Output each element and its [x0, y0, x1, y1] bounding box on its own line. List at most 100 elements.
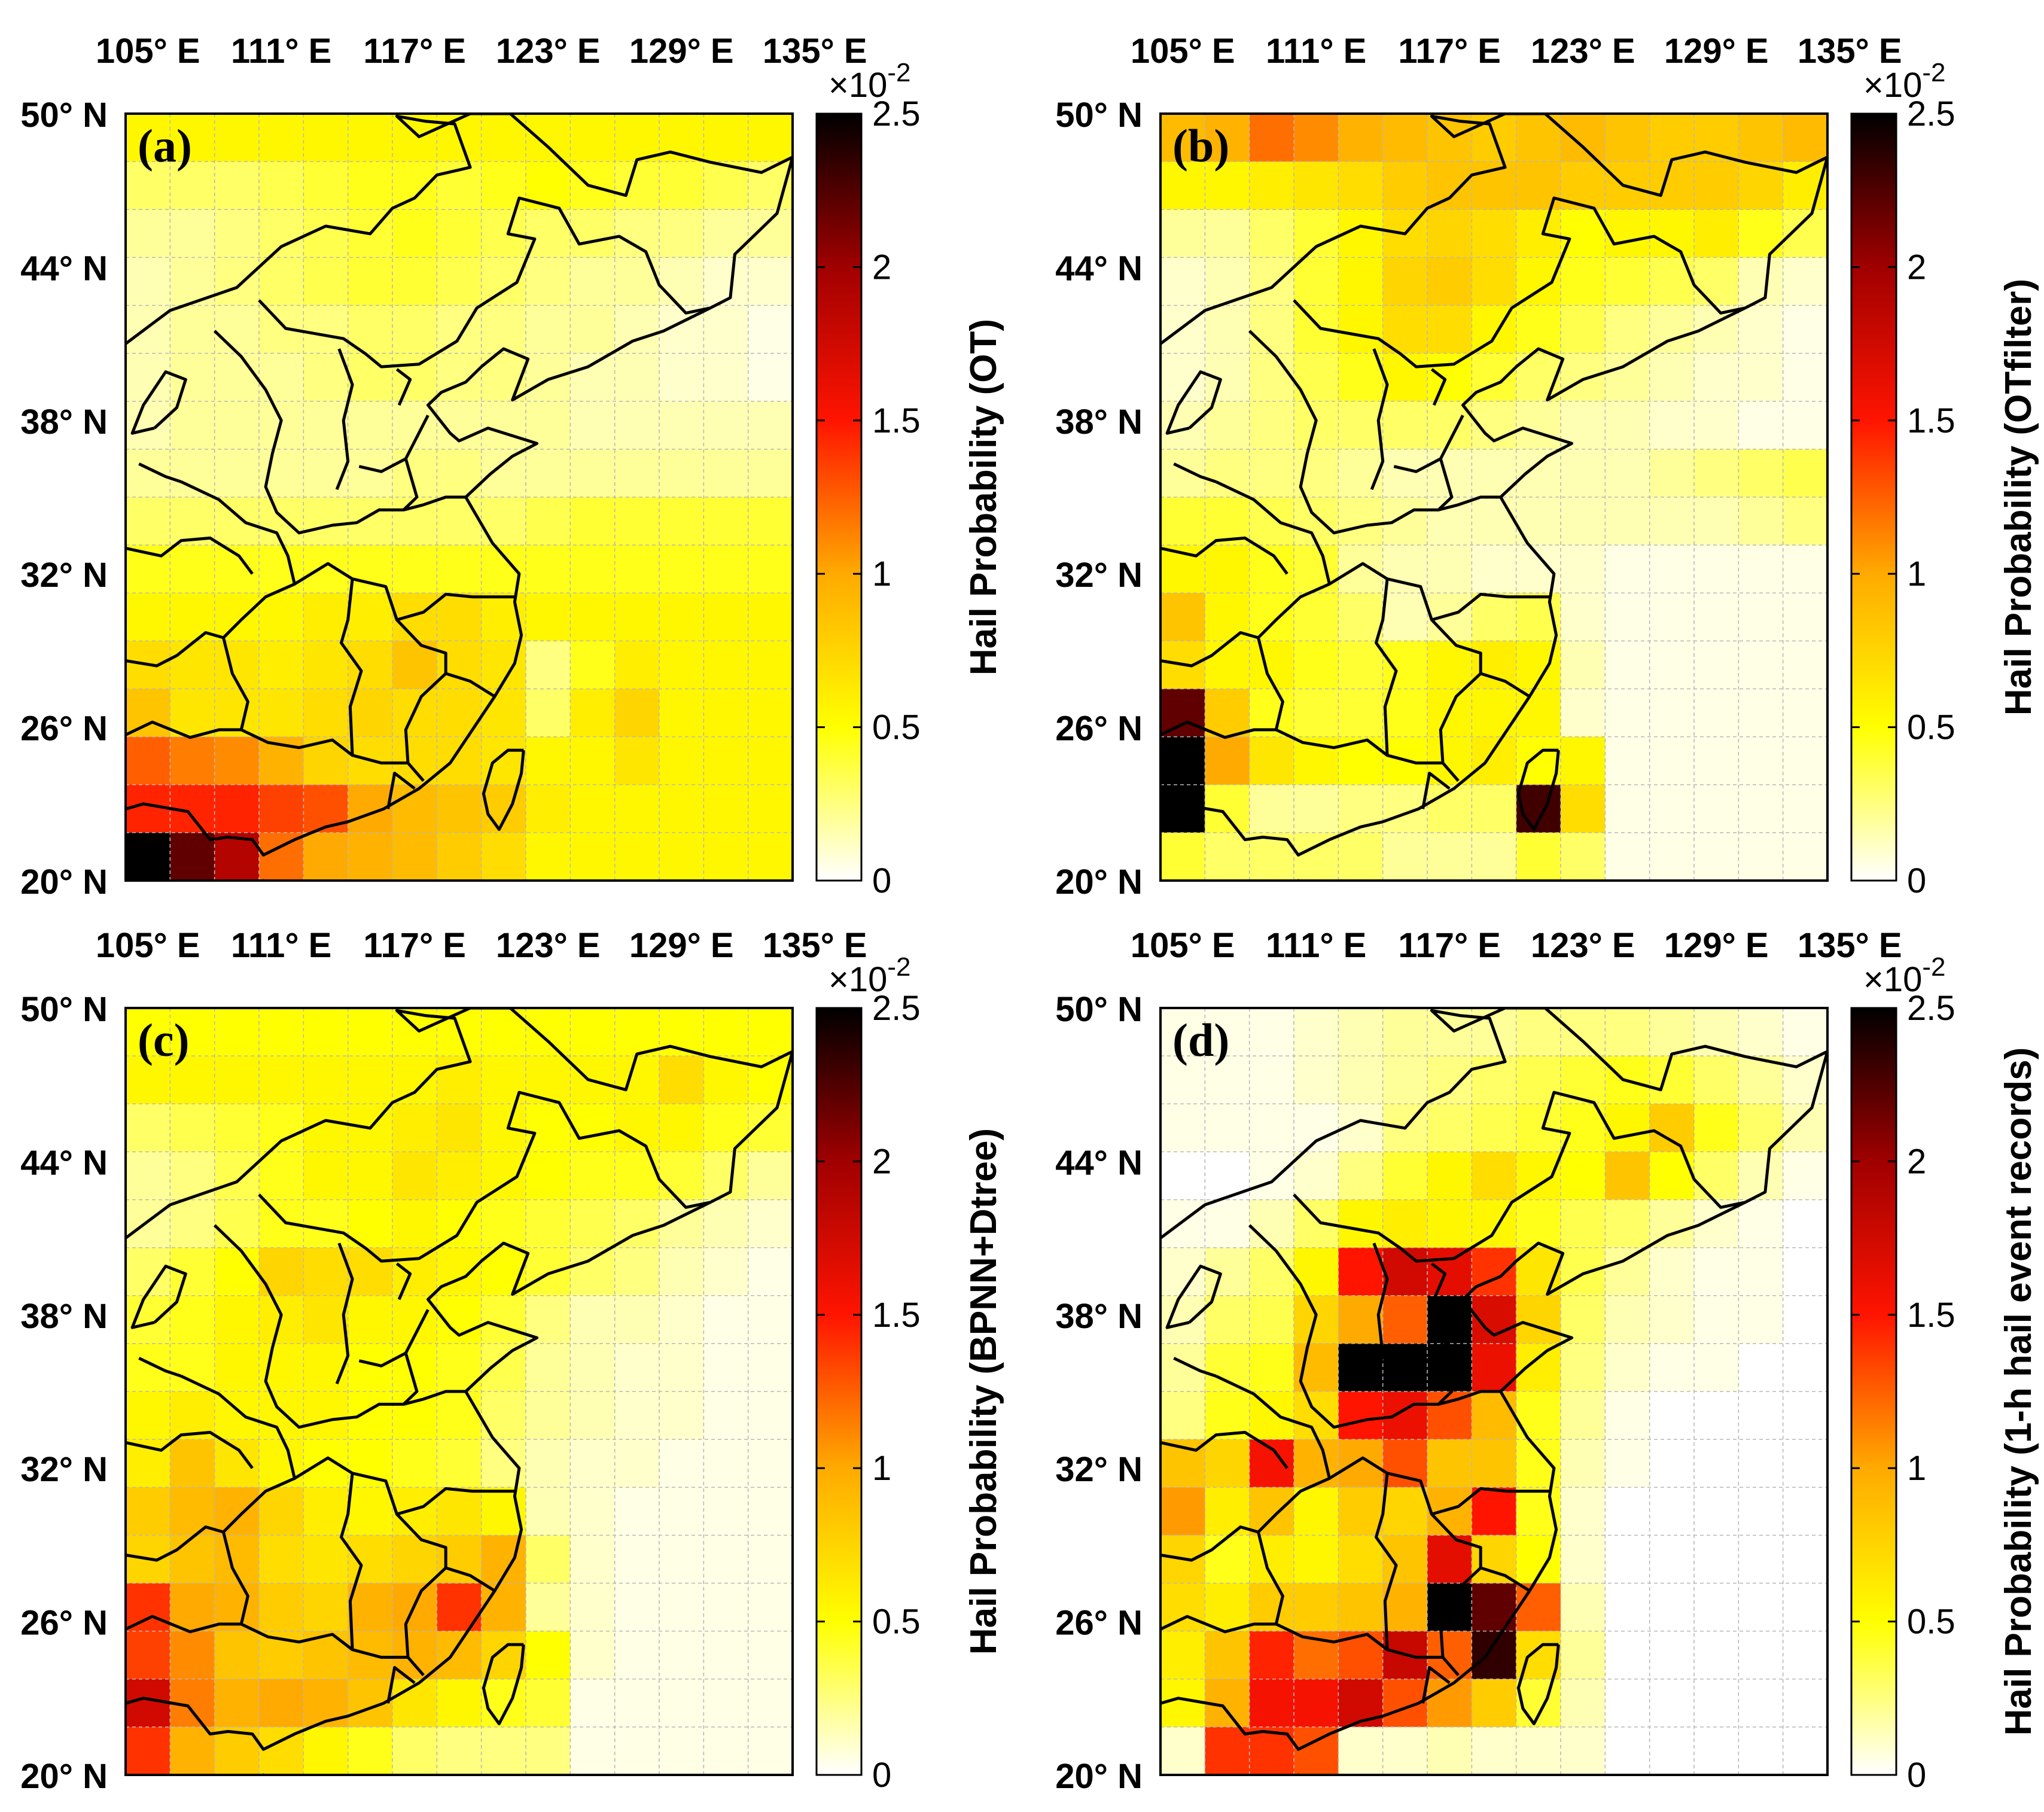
heatmap-cell: [348, 1295, 393, 1344]
heatmap-cell: [1738, 1631, 1784, 1680]
heatmap-cell: [1294, 1247, 1339, 1296]
heatmap-cell: [1561, 353, 1606, 402]
heatmap-cell: [526, 1631, 571, 1680]
heatmap-cell: [259, 162, 304, 210]
province-border: [126, 631, 224, 668]
heatmap-cell: [659, 832, 704, 881]
gridlines: [1160, 114, 1827, 881]
heatmap-cell: [1649, 1008, 1695, 1056]
heatmap-cell: [1472, 784, 1517, 833]
heatmap-cell: [1249, 497, 1294, 546]
heatmap-cell: [1160, 1247, 1205, 1296]
province-border: [395, 368, 412, 406]
heatmap-cell: [1294, 689, 1339, 738]
heatmap-cell: [170, 689, 215, 738]
map-outlines: [126, 1008, 793, 1775]
heatmap-cell: [1738, 1726, 1784, 1776]
heatmap-cell: [214, 1104, 260, 1152]
heatmap-cell: [1160, 832, 1205, 881]
heatmap-cell: [570, 114, 616, 162]
heatmap-cell: [659, 1295, 704, 1344]
heatmap-cell: [259, 1008, 304, 1056]
island-outline: [1294, 1773, 1302, 1775]
heatmap-cell: [170, 736, 215, 785]
heatmap-cell: [1472, 1487, 1517, 1536]
heatmap-cell: [703, 784, 749, 833]
heatmap-cell: [481, 1056, 526, 1104]
heatmap-cell: [1338, 1056, 1384, 1104]
heatmap-cell: [1738, 1247, 1784, 1296]
heatmap-cell: [614, 1247, 660, 1296]
heatmap-cell: [526, 1439, 571, 1488]
heatmap-cell: [1649, 353, 1695, 402]
heatmap-cell: [1605, 1583, 1650, 1632]
heatmap-cell: [1338, 1343, 1384, 1392]
heatmap-cell: [526, 1487, 571, 1536]
heatmap-cell: [170, 449, 215, 498]
heatmap-cell: [1205, 689, 1250, 738]
heatmap-cell: [1160, 353, 1205, 402]
heatmap-cell: [1249, 1295, 1294, 1344]
heatmap-cell: [214, 784, 260, 833]
province-border: [213, 330, 466, 535]
heatmap-cell: [1382, 1056, 1428, 1104]
heatmap-cell: [748, 641, 793, 690]
heatmap-cell: [1338, 1247, 1384, 1296]
heatmap-cell: [1694, 1439, 1739, 1488]
heatmap-cell: [303, 1199, 349, 1248]
heatmap-cell: [570, 1343, 616, 1392]
heatmap-cell: [303, 545, 349, 593]
heatmap-cell: [1160, 593, 1205, 641]
heatmap-cell: [659, 1631, 704, 1680]
heatmap-cell: [1561, 114, 1606, 162]
heatmap-cell: [214, 1152, 260, 1201]
colorbar-exponent-power: -2: [887, 952, 910, 982]
heatmap-cell: [437, 832, 482, 881]
heatmap-cell: [703, 1583, 749, 1632]
colorbar-gradient: [1850, 112, 1897, 882]
heatmap-cell: [1694, 1343, 1739, 1392]
heatmap-cell: [1605, 1391, 1650, 1440]
heatmap-cell: [1605, 1343, 1650, 1392]
heatmap-cell: [1605, 114, 1650, 162]
heatmap-cell: [1160, 162, 1205, 210]
heatmap-cell: [126, 1726, 170, 1776]
heatmap-cell: [1294, 641, 1339, 690]
heatmap-cell: [1516, 1679, 1561, 1728]
province-border: [1437, 458, 1454, 511]
province-border: [358, 415, 429, 473]
heatmap-cell: [170, 545, 215, 593]
province-border: [1165, 1265, 1222, 1329]
x-tick-label: 117° E: [363, 926, 466, 965]
heatmap-cell: [1382, 1726, 1428, 1776]
heatmap-cell: [214, 1343, 260, 1392]
heatmap-cell: [1338, 593, 1384, 641]
heatmap-cell: [1561, 1391, 1606, 1440]
heatmap-cell: [614, 1487, 660, 1536]
colorbar-tick-label: 1: [872, 555, 891, 593]
heatmap-cell: [1694, 1631, 1739, 1680]
heatmap-cell: [1516, 593, 1561, 641]
heatmap-cell: [1338, 257, 1384, 306]
heatmap-cell: [348, 1343, 393, 1392]
heatmap-cell: [659, 209, 704, 258]
heatmap-cell: [1427, 353, 1472, 402]
heatmap-cell: [214, 305, 260, 354]
heatmap-cell: [1738, 497, 1784, 546]
heatmap-cell: [481, 1583, 526, 1632]
heatmap-cell: [703, 1295, 749, 1344]
heatmap-cell: [1783, 1583, 1828, 1632]
heatmap-cell: [614, 162, 660, 210]
colorbar-tick-label: 2.5: [872, 95, 921, 133]
heatmap-cell: [1472, 1391, 1517, 1440]
heatmap-cell: [1694, 1726, 1739, 1776]
heatmap-cell: [126, 1056, 170, 1104]
heatmap-cell: [481, 593, 526, 641]
heatmap-cell: [1294, 1439, 1339, 1488]
coastline: [126, 1008, 793, 1751]
heatmap-cell: [392, 1056, 437, 1104]
y-tick-label: 44° N: [20, 249, 108, 288]
heatmap-cell: [570, 353, 616, 402]
heatmap-cell: [1338, 1583, 1384, 1632]
